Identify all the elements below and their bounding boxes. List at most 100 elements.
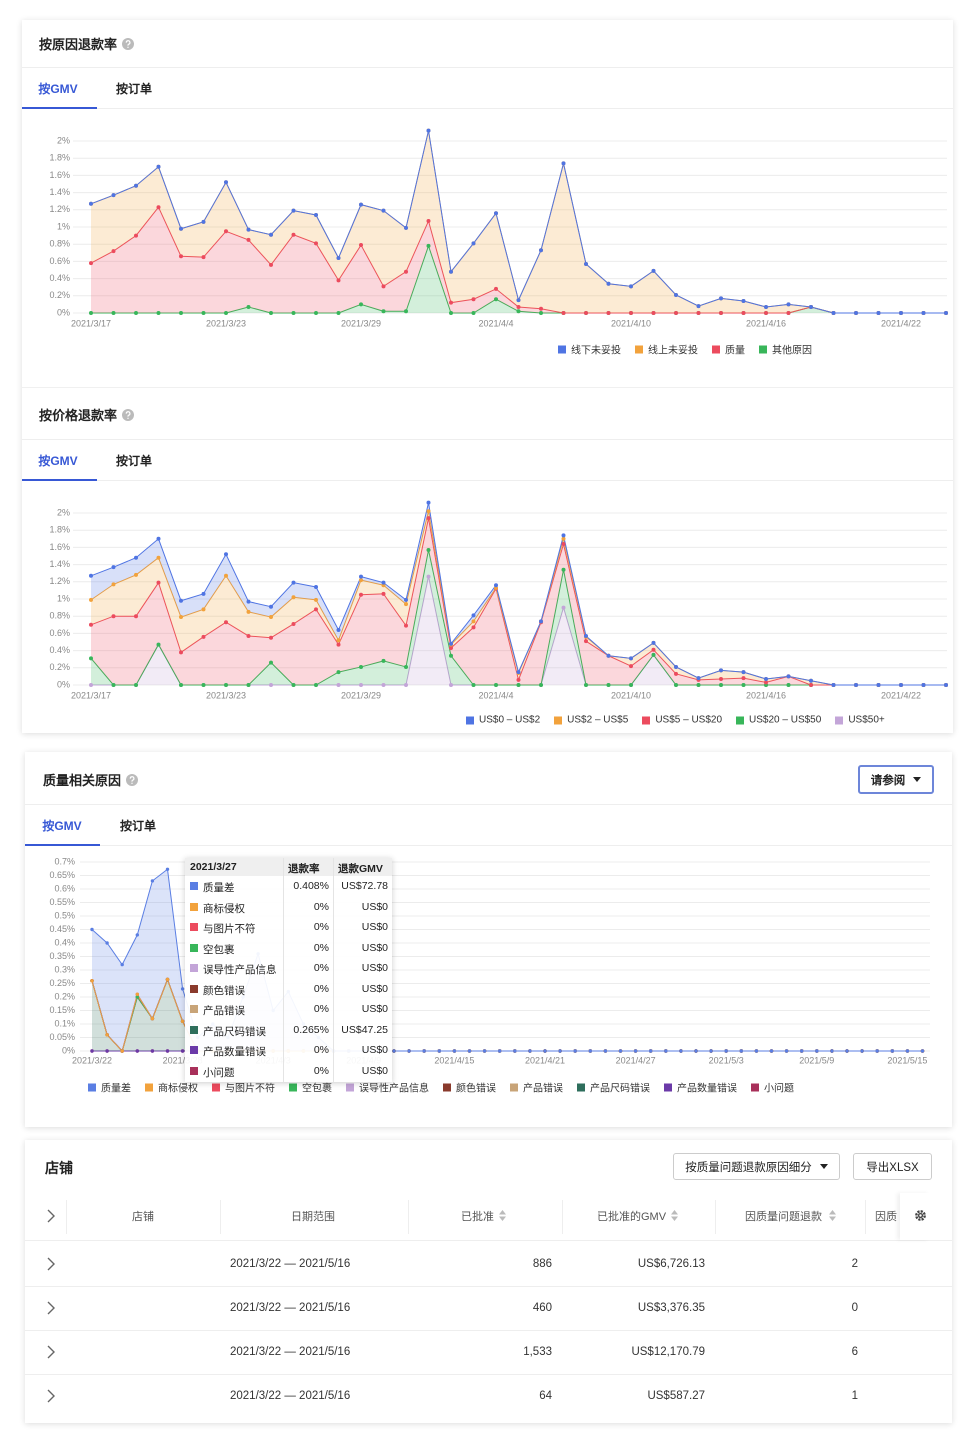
point xyxy=(314,584,318,589)
cell-approved: 64 xyxy=(539,1390,552,1402)
column-header[interactable]: 因质量问题退款 xyxy=(745,1211,822,1223)
tooltip-swatch xyxy=(190,1005,198,1013)
dropdown[interactable]: 请参阅 xyxy=(858,765,934,794)
tooltip-rate: 0% xyxy=(313,900,329,913)
point xyxy=(426,516,431,521)
point xyxy=(224,573,228,578)
column-header[interactable]: 已批准的GMV xyxy=(597,1211,667,1223)
row-expand[interactable] xyxy=(46,1389,56,1403)
point xyxy=(224,552,228,557)
legend-swatch xyxy=(751,1083,759,1091)
legend-item: 商标侵权 xyxy=(145,1080,198,1095)
point xyxy=(809,683,813,687)
point xyxy=(359,683,363,687)
point xyxy=(269,660,273,665)
chevron xyxy=(47,1389,55,1403)
point xyxy=(134,572,138,577)
legend: US$0 – US$2 US$2 – US$5 US$5 – US$20 US$20 … xyxy=(466,715,899,726)
help-icon[interactable] xyxy=(122,37,135,50)
point xyxy=(179,254,183,259)
point xyxy=(719,296,723,301)
point xyxy=(944,683,948,687)
point xyxy=(156,642,161,647)
expand-all[interactable] xyxy=(46,1209,56,1223)
title-text: 质量相关原因 xyxy=(43,773,122,788)
tab[interactable]: 按订单 xyxy=(119,819,157,833)
point xyxy=(135,933,139,937)
caret xyxy=(819,1164,828,1169)
point xyxy=(359,578,363,583)
caret xyxy=(913,777,922,782)
point xyxy=(314,311,318,315)
point xyxy=(561,536,566,541)
settings-icon[interactable] xyxy=(914,1209,927,1222)
column-header[interactable]: 因质 xyxy=(875,1211,897,1223)
sort-icon[interactable] xyxy=(499,1210,506,1221)
point xyxy=(246,227,251,232)
point xyxy=(471,241,476,246)
x-tick-label: 2021/4/4 xyxy=(478,690,513,700)
point xyxy=(224,180,228,185)
y-tick-label: 0% xyxy=(57,307,70,317)
chevron xyxy=(47,1301,55,1315)
y-tick-label: 0.4% xyxy=(49,273,70,283)
tab[interactable]: 按GMV xyxy=(38,82,78,96)
point xyxy=(921,311,926,315)
point xyxy=(876,311,881,315)
y-tick-label: 0.8% xyxy=(49,239,70,249)
point xyxy=(764,680,768,685)
y-tick-label: 1.8% xyxy=(49,153,70,163)
help-icon[interactable] xyxy=(122,408,135,421)
legend-swatch xyxy=(759,345,767,353)
point xyxy=(584,633,588,638)
y-tick-label: 0% xyxy=(57,679,70,689)
x-tick-label: 2021/3/29 xyxy=(341,690,381,700)
breakdown-button[interactable]: 按质量问题退款原因细分 xyxy=(673,1153,840,1180)
y-tick-label: 0.6% xyxy=(54,883,75,893)
column-header: 店铺 xyxy=(132,1211,154,1223)
point xyxy=(764,304,768,309)
tooltip-rate: 0% xyxy=(313,1064,329,1077)
tab[interactable]: 按GMV xyxy=(38,454,78,468)
point xyxy=(786,311,791,315)
x-tick-label: 2021/4/15 xyxy=(434,1055,474,1065)
point xyxy=(629,664,633,669)
help-icon[interactable] xyxy=(126,773,139,786)
y-tick-label: 0.05% xyxy=(49,1032,75,1042)
tab[interactable]: 按GMV xyxy=(42,819,82,833)
row-line xyxy=(25,1286,952,1287)
legend-item: US$2 – US$5 xyxy=(554,715,628,726)
export-button[interactable]: 导出XLSX xyxy=(853,1153,932,1180)
tooltip-rate: 0% xyxy=(313,941,329,954)
sort-icon[interactable] xyxy=(671,1210,678,1221)
tooltip-gmv: US$0 xyxy=(361,941,388,954)
legend-label: 线上未妥投 xyxy=(648,345,698,357)
tab[interactable]: 按订单 xyxy=(115,82,153,96)
point xyxy=(651,311,656,315)
x-tick-label: 2021/4/10 xyxy=(611,690,651,700)
point xyxy=(111,249,116,254)
divider xyxy=(22,387,953,388)
point xyxy=(201,683,206,687)
row-expand[interactable] xyxy=(46,1257,56,1271)
sort-icon[interactable] xyxy=(829,1210,836,1221)
point xyxy=(786,683,791,687)
legend-label: 质量差 xyxy=(101,1083,131,1095)
point xyxy=(561,533,566,538)
y-tick-label: 0.25% xyxy=(49,978,75,988)
point xyxy=(336,278,341,283)
point xyxy=(905,1049,910,1053)
tab[interactable]: 按订单 xyxy=(115,454,153,468)
row-expand[interactable] xyxy=(46,1345,56,1359)
area xyxy=(92,979,923,1051)
point xyxy=(381,683,386,687)
point xyxy=(314,597,318,602)
tooltip-gmv: US$0 xyxy=(361,900,388,913)
row-expand[interactable] xyxy=(46,1301,56,1315)
point xyxy=(606,281,611,286)
point xyxy=(336,311,341,315)
point xyxy=(724,1049,728,1053)
column-header[interactable]: 已批准 xyxy=(461,1211,494,1223)
legend: 质量差 商标侵权 与图片不符 空包裹 误导性产品信息 颜色错误 产品错误 产品尺码错误 产品数量… xyxy=(88,1080,808,1095)
y-tick-label: 1.4% xyxy=(49,559,70,569)
